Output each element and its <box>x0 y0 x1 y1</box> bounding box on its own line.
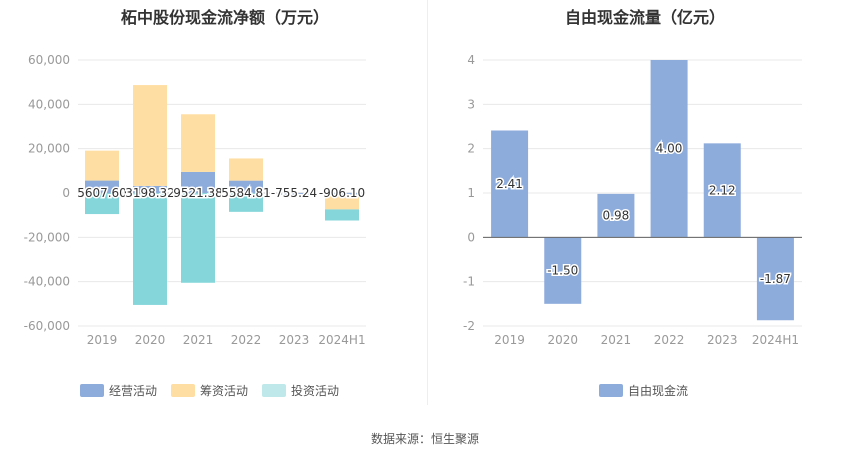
legend-item-investing[interactable]: 投资活动 <box>262 382 339 399</box>
legend-swatch-fcf <box>599 384 623 397</box>
legend-swatch-operating <box>80 384 104 397</box>
left-bar-financing <box>325 195 359 210</box>
right-bar-fcf <box>756 237 794 321</box>
left-ytick-label: 40,000 <box>28 97 70 111</box>
left-bar-operating <box>133 185 167 193</box>
right-ytick-label: 0 <box>467 230 475 244</box>
left-chart-title: 柘中股份现金流净额（万元） <box>120 8 329 27</box>
left-ytick-label: -60,000 <box>24 319 70 333</box>
right-ytick-label: 1 <box>467 186 475 200</box>
right-chart-title: 自由现金流量（亿元） <box>564 8 725 27</box>
chart-divider <box>427 0 428 405</box>
left-ytick-label: -40,000 <box>24 275 70 289</box>
right-data-label: 4.00 <box>656 142 683 156</box>
left-data-label: 5584.81 <box>221 186 271 200</box>
left-data-label: 5607.60 <box>77 186 127 200</box>
right-data-label: -1.50 <box>547 264 578 278</box>
data-source: 数据来源：恒生聚源 <box>370 432 479 446</box>
left-xtick-label: 2023 <box>279 333 310 347</box>
right-xtick-label: 2020 <box>547 333 578 347</box>
left-bar-financing <box>85 150 119 181</box>
right-bar-fcf <box>491 130 529 238</box>
left-xtick-label: 2020 <box>135 333 166 347</box>
right-ytick-label: -1 <box>463 275 475 289</box>
left-data-label: -906.10 <box>319 186 365 200</box>
right-xtick-label: 2024H1 <box>752 333 799 347</box>
left-ytick-label: 0 <box>62 186 70 200</box>
left-bar-operating <box>325 193 359 196</box>
legend-label-fcf: 自由现金流 <box>628 384 689 398</box>
left-ytick-label: 60,000 <box>28 53 70 67</box>
left-ytick-label: -20,000 <box>24 230 70 244</box>
legend-label-investing: 投资活动 <box>291 384 340 398</box>
right-ytick-label: -2 <box>463 319 475 333</box>
left-xtick-label: 2024H1 <box>318 333 365 347</box>
right-legend: 自由现金流 <box>599 382 688 399</box>
left-bar-financing <box>181 114 215 172</box>
right-xtick-label: 2023 <box>707 333 738 347</box>
right-data-label: 2.12 <box>709 183 736 197</box>
right-ytick-label: 3 <box>467 97 475 111</box>
left-data-label: -755.24 <box>271 186 317 200</box>
left-bar-operating <box>229 180 263 193</box>
legend-item-fcf[interactable]: 自由现金流 <box>599 382 688 399</box>
left-bar-financing <box>229 158 263 181</box>
left-legend: 经营活动 筹资活动 投资活动 <box>80 382 339 399</box>
right-xtick-label: 2019 <box>494 333 525 347</box>
right-bar-fcf <box>703 143 741 238</box>
left-data-label: 9521.38 <box>173 186 223 200</box>
right-data-label: -1.87 <box>760 272 791 286</box>
left-bar-operating <box>181 171 215 193</box>
left-bar-investing <box>325 209 359 221</box>
left-bar-investing <box>229 193 263 212</box>
right-bar-fcf <box>597 193 635 238</box>
left-xtick-label: 2021 <box>183 333 214 347</box>
legend-label-operating: 经营活动 <box>109 384 158 398</box>
legend-item-financing[interactable]: 筹资活动 <box>171 382 248 399</box>
left-bar-operating <box>277 193 311 195</box>
left-bar-financing <box>133 85 167 186</box>
left-bar-investing <box>133 193 167 305</box>
left-data-label: 3198.32 <box>125 186 175 200</box>
right-ytick-label: 2 <box>467 142 475 156</box>
left-xtick-label: 2019 <box>87 333 118 347</box>
left-ytick-label: 20,000 <box>28 142 70 156</box>
left-bar-investing <box>85 193 119 215</box>
right-data-label: 2.41 <box>496 177 523 191</box>
right-bar-fcf <box>650 60 688 238</box>
left-bar-investing <box>181 193 215 283</box>
right-data-label: 0.98 <box>603 209 630 223</box>
legend-item-operating[interactable]: 经营活动 <box>80 382 157 399</box>
legend-swatch-financing <box>171 384 196 397</box>
right-xtick-label: 2022 <box>654 333 685 347</box>
right-ytick-label: 4 <box>467 53 475 67</box>
right-xtick-label: 2021 <box>601 333 632 347</box>
left-xtick-label: 2022 <box>231 333 262 347</box>
left-bar-operating <box>85 180 119 193</box>
legend-label-financing: 筹资活动 <box>200 384 249 398</box>
right-bar-fcf <box>544 237 582 304</box>
legend-swatch-investing <box>262 384 287 397</box>
